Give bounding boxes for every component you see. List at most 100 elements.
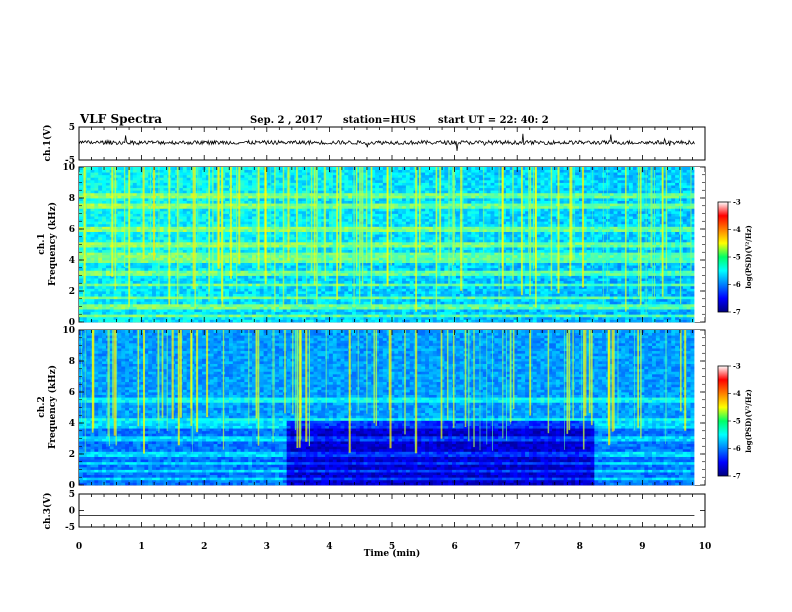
spectrogram-cell	[390, 182, 395, 186]
spectrogram-cell	[236, 280, 241, 284]
spectrogram-cell	[255, 283, 261, 287]
spectrogram-cell	[286, 270, 291, 274]
spectrogram-cell	[209, 239, 215, 243]
spectrogram-cell	[163, 254, 168, 258]
spectrogram-cell	[321, 270, 326, 274]
spectrogram-cell	[275, 265, 280, 269]
spectrogram-cell	[213, 195, 218, 199]
spectrogram-cell	[175, 319, 180, 323]
spectrogram-cell	[225, 226, 230, 230]
spectrogram-cell	[221, 298, 226, 302]
spectrogram-cell	[275, 280, 280, 284]
spectrogram-cell	[225, 241, 230, 245]
spectrogram-cell	[121, 195, 126, 199]
spectrogram-cell	[102, 226, 107, 230]
spectrogram-cell	[278, 272, 284, 276]
spectrogram-cell	[144, 257, 149, 261]
spectrogram-cell	[221, 319, 226, 323]
spectrogram-cell	[302, 296, 307, 300]
spectrogram-cell	[155, 249, 161, 253]
spectrogram-cell	[298, 311, 303, 315]
spectrogram-cell	[186, 272, 191, 276]
spectrogram-cell	[282, 213, 288, 217]
spectrogram-cell	[359, 229, 365, 232]
spectrogram-cell	[271, 216, 276, 220]
spectrogram-cell	[259, 262, 265, 266]
spectrogram-cell	[344, 210, 349, 214]
spectrogram-cell	[328, 205, 334, 209]
spectrogram-cell	[390, 270, 395, 274]
spectrogram-cell	[117, 195, 122, 199]
spectrogram-cell	[359, 285, 365, 289]
spectrogram-cell	[375, 267, 380, 271]
spectrogram-cell	[155, 270, 161, 274]
spectrogram-cell	[244, 226, 249, 230]
spectrogram-cell	[398, 306, 403, 310]
spectrogram-cell	[129, 200, 134, 204]
spectrogram-cell	[79, 254, 84, 258]
spectrogram-cell	[375, 205, 380, 209]
spectrogram-cell	[309, 283, 315, 287]
spectrogram-cell	[198, 221, 203, 225]
spectrogram-cell	[375, 262, 380, 266]
spectrogram-cell	[344, 293, 349, 297]
spectrogram-cell	[171, 252, 176, 256]
spectrogram-cell	[202, 203, 207, 207]
spectrogram-cell	[79, 267, 84, 271]
spectrogram-cell	[79, 223, 84, 227]
spectrogram-cell	[225, 275, 230, 279]
spectrogram-cell	[290, 203, 295, 207]
spectrogram-cell	[298, 262, 303, 266]
spectrogram-cell	[328, 270, 334, 274]
spectrogram-cell	[367, 244, 372, 248]
spectrogram-cell	[186, 309, 191, 313]
spectrogram-cell	[252, 293, 257, 297]
spectrogram-cell	[159, 249, 165, 253]
spectrogram-cell	[275, 296, 280, 300]
spectrogram-cell	[163, 275, 168, 279]
spectrogram-cell	[179, 229, 184, 232]
spectrogram-cell	[359, 257, 365, 261]
spectrogram-cell	[132, 208, 138, 212]
spectrogram-cell	[394, 218, 399, 222]
spectrogram-cell	[182, 244, 188, 248]
spectrogram-cell	[271, 283, 276, 287]
spectrogram-cell	[313, 226, 318, 230]
spectrogram-cell	[259, 309, 265, 313]
spectrogram-cell	[109, 306, 115, 310]
spectrogram-cell	[202, 205, 207, 209]
spectrogram-cell	[375, 291, 380, 294]
spectrogram-cell	[382, 172, 388, 176]
spectrogram-cell	[171, 319, 176, 323]
spectrogram-cell	[309, 280, 315, 284]
spectrogram-cell	[275, 218, 280, 222]
spectrogram-cell	[117, 262, 122, 266]
spectrogram-cell	[363, 185, 368, 189]
spectrogram-cell	[129, 278, 134, 282]
spectrogram-cell	[332, 167, 338, 170]
spectrogram-cell	[302, 210, 307, 214]
spectrogram-cell	[271, 249, 276, 253]
spectrogram-cell	[121, 314, 126, 318]
spectrogram-cell	[378, 311, 384, 315]
spectrogram-cell	[248, 221, 253, 225]
spectrogram-cell	[121, 309, 126, 313]
spectrogram-cell	[125, 182, 130, 186]
spectrogram-cell	[225, 200, 230, 204]
spectrogram-cell	[209, 293, 215, 297]
spectrogram-cell	[378, 280, 384, 284]
spectrogram-cell	[336, 247, 341, 251]
spectrogram-cell	[198, 231, 203, 235]
spectrogram-cell	[232, 234, 238, 238]
spectrogram-cell	[332, 198, 338, 201]
spectrogram-cell	[359, 301, 365, 305]
spectrogram-cell	[359, 306, 365, 310]
spectrogram-cell	[248, 172, 253, 176]
spectrogram-cell	[125, 272, 130, 276]
spectrogram-cell	[98, 301, 103, 305]
spectrogram-cell	[305, 210, 311, 214]
spectrogram-cell	[98, 216, 103, 220]
spectrogram-cell	[202, 179, 207, 183]
spectrogram-cell	[332, 185, 338, 189]
spectrogram-cell	[117, 280, 122, 284]
